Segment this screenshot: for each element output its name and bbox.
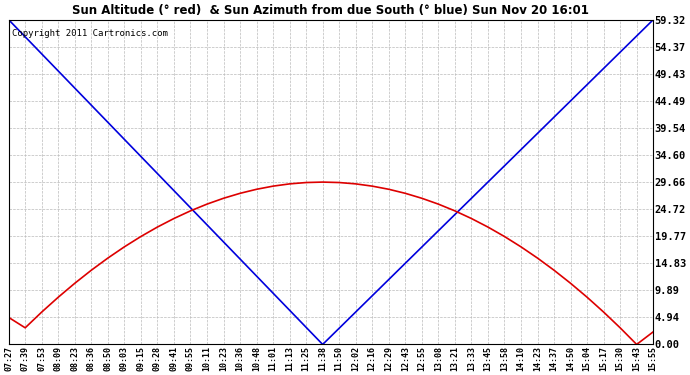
Text: Copyright 2011 Cartronics.com: Copyright 2011 Cartronics.com	[12, 30, 168, 39]
Title: Sun Altitude (° red)  & Sun Azimuth from due South (° blue) Sun Nov 20 16:01: Sun Altitude (° red) & Sun Azimuth from …	[72, 4, 589, 17]
